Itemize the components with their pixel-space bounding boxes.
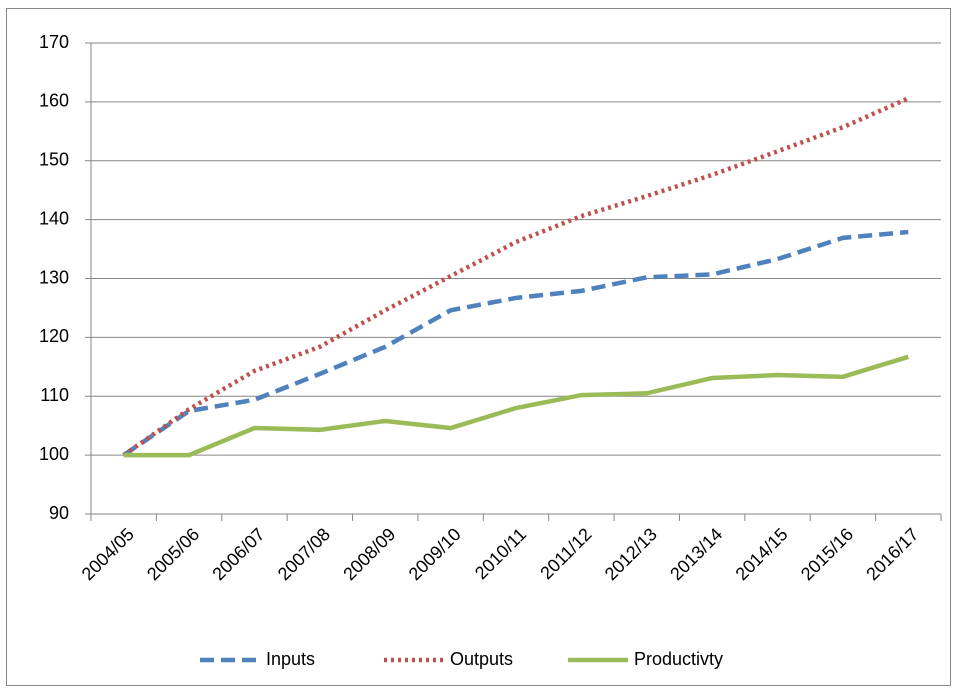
y-tick-label: 100: [39, 444, 69, 464]
legend-label: Inputs: [266, 649, 315, 669]
y-tick-label: 120: [39, 326, 69, 346]
chart-border: [6, 8, 951, 686]
y-tick-label: 170: [39, 32, 69, 52]
y-tick-label: 90: [49, 503, 69, 523]
y-tick-label: 130: [39, 267, 69, 287]
series-line: [122, 96, 910, 457]
y-tick-label: 140: [39, 208, 69, 228]
y-tick-label: 110: [40, 385, 69, 405]
y-tick-label: 150: [39, 150, 69, 170]
y-tick-label: 160: [39, 91, 69, 111]
series-line: [123, 354, 909, 458]
series-line: [122, 229, 909, 457]
legend-label: Outputs: [450, 649, 513, 669]
legend-label: Productivty: [634, 649, 723, 669]
